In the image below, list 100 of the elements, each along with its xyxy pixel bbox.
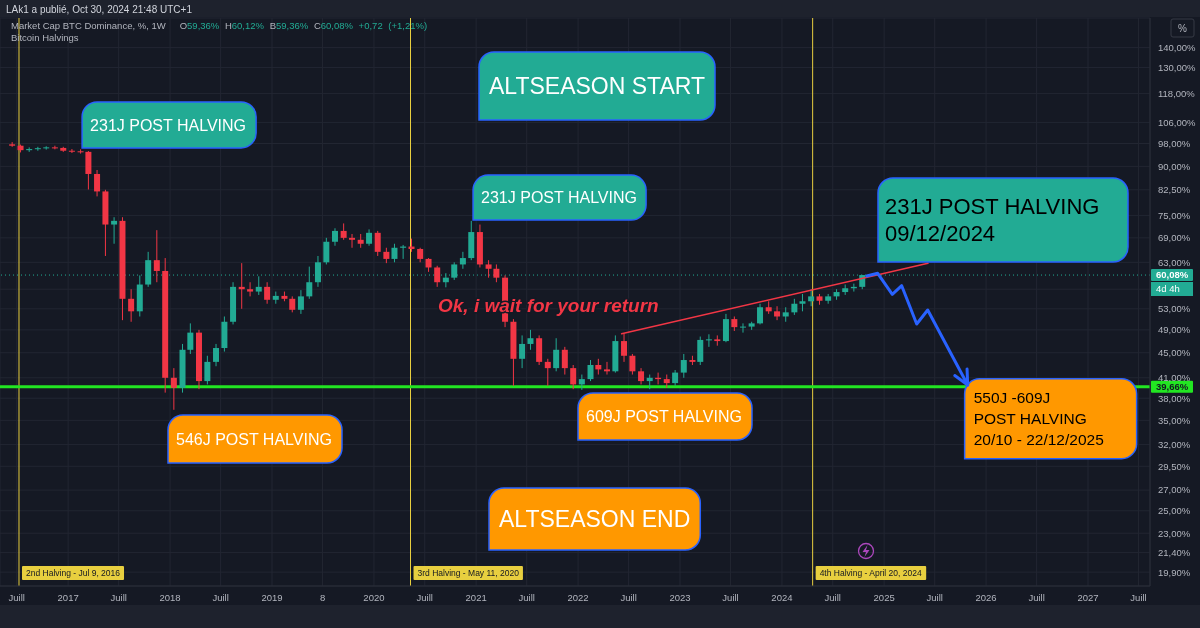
- x-tick-label: Juill: [824, 591, 841, 603]
- y-tick-label: 90,00%: [1158, 160, 1191, 172]
- candlestick: [434, 265, 441, 288]
- candlestick: [459, 251, 466, 270]
- y-tick-label: 21,40%: [1158, 546, 1191, 558]
- y-tick-label: 38,00%: [1158, 392, 1191, 404]
- candlestick: [808, 288, 815, 307]
- y-tick-label: 35,00%: [1158, 414, 1191, 426]
- candlestick: [187, 322, 194, 355]
- candlestick: [94, 169, 101, 197]
- candlestick: [714, 334, 721, 347]
- y-tick-label: 27,00%: [1158, 484, 1191, 496]
- text: LAk1 a publié, Oct 30, 2024 21:48 UTC+1: [6, 3, 193, 15]
- candlestick: [255, 275, 262, 296]
- candlestick: [68, 148, 75, 154]
- x-tick-label: 2026: [975, 591, 997, 603]
- x-tick-label: Juill: [620, 591, 637, 603]
- y-tick-label: 118,00%: [1158, 87, 1196, 99]
- x-tick-label: Juill: [416, 591, 433, 603]
- ref-line-label: 4th Halving - April 20, 2024: [819, 568, 922, 578]
- candlestick: [603, 361, 610, 376]
- x-tick-label: Juill: [8, 591, 25, 603]
- candlestick: [739, 322, 746, 334]
- candlestick: [544, 358, 551, 387]
- candlestick: [247, 281, 254, 297]
- candlestick: [43, 145, 50, 151]
- candlestick: [680, 353, 687, 379]
- x-tick-label: 2022: [567, 591, 589, 603]
- candlestick: [153, 229, 160, 283]
- x-tick-label: 2019: [261, 591, 283, 603]
- y-tick-label: 140,00%: [1158, 41, 1197, 53]
- y-tick-label: 41,00%: [1158, 372, 1191, 384]
- candlestick: [697, 336, 704, 366]
- y-tick-label: 130,00%: [1158, 61, 1197, 73]
- y-tick-label: 98,00%: [1158, 137, 1191, 149]
- candlestick: [323, 237, 330, 265]
- x-tick-label: 2024: [771, 591, 793, 603]
- y-tick-label: 82,50%: [1158, 184, 1191, 196]
- x-tick-label: Juill: [1130, 591, 1147, 603]
- x-tick-label: 2025: [873, 591, 895, 603]
- annotation: 609J POST HALVING: [586, 408, 742, 426]
- candlestick: [85, 150, 92, 190]
- candlestick: [519, 334, 526, 369]
- candlestick: [213, 343, 220, 367]
- candlestick: [170, 367, 177, 411]
- x-tick-label: 2021: [465, 591, 487, 603]
- annotation: 231J POST HALVING 09/12/2024: [885, 194, 1100, 247]
- y-tick-label: 106,00%: [1158, 116, 1197, 128]
- candlestick: [297, 289, 304, 315]
- candlestick: [51, 145, 58, 150]
- candlestick: [128, 288, 135, 323]
- y-tick-label: 25,00%: [1158, 505, 1191, 517]
- x-tick-label: 2017: [57, 591, 79, 603]
- annotation: 550J -609J POST HALVING 20/10 - 22/12/2025: [973, 389, 1104, 449]
- candlestick: [374, 230, 381, 257]
- candlestick: [536, 334, 543, 366]
- annotation: 231J POST HALVING: [481, 189, 637, 207]
- x-tick-label: Juill: [110, 591, 127, 603]
- candlestick: [111, 216, 118, 245]
- x-tick-label: Juill: [518, 591, 535, 603]
- text: 4d 4h: [1156, 283, 1180, 294]
- candlestick: [578, 374, 585, 391]
- candlestick: [527, 329, 534, 351]
- ref-line-label: 39,66%: [1156, 381, 1189, 393]
- annotation: 231J POST HALVING: [90, 116, 247, 134]
- y-tick-label: 29,50%: [1158, 460, 1191, 472]
- candlestick: [553, 337, 560, 372]
- ref-line-label: 2nd Halving - Jul 9, 2016: [25, 568, 121, 578]
- candlestick: [705, 333, 712, 348]
- x-tick-label: 8: [319, 591, 326, 603]
- candlestick: [757, 303, 764, 325]
- candlestick: [264, 281, 271, 305]
- x-tick-label: Juill: [926, 591, 943, 603]
- x-tick-label: 2027: [1077, 591, 1099, 603]
- y-tick-label: 23,00%: [1158, 527, 1191, 539]
- y-tick-label: 32,00%: [1158, 438, 1191, 450]
- y-tick-label: 49,00%: [1158, 324, 1191, 336]
- candlestick: [587, 359, 594, 382]
- x-tick-label: Juill: [722, 591, 739, 603]
- annotation: 546J POST HALVING: [176, 430, 332, 448]
- candlestick: [774, 305, 781, 321]
- x-tick-label: Juill: [212, 591, 229, 603]
- ref-line-label: 60,08%: [1156, 269, 1189, 281]
- annotation: ALTSEASON START: [489, 73, 705, 100]
- y-axis-title: %: [1178, 22, 1188, 34]
- candlestick: [349, 233, 356, 249]
- x-tick-label: 2018: [159, 591, 181, 603]
- y-tick-label: 75,00%: [1158, 209, 1191, 221]
- y-tick-label: 69,00%: [1158, 232, 1191, 244]
- candlestick: [391, 243, 398, 263]
- y-tick-label: 19,90%: [1158, 566, 1191, 578]
- y-tick-label: 63,00%: [1158, 256, 1191, 268]
- annotation: ALTSEASON END: [499, 506, 691, 533]
- y-tick-label: 53,00%: [1158, 303, 1191, 315]
- candlestick: [77, 148, 84, 155]
- candlestick: [306, 266, 313, 300]
- candlestick: [561, 346, 568, 376]
- x-tick-label: 2020: [363, 591, 385, 603]
- y-tick-label: 45,00%: [1158, 347, 1191, 359]
- ref-line-label: 3rd Halving - May 11, 2020: [417, 568, 520, 578]
